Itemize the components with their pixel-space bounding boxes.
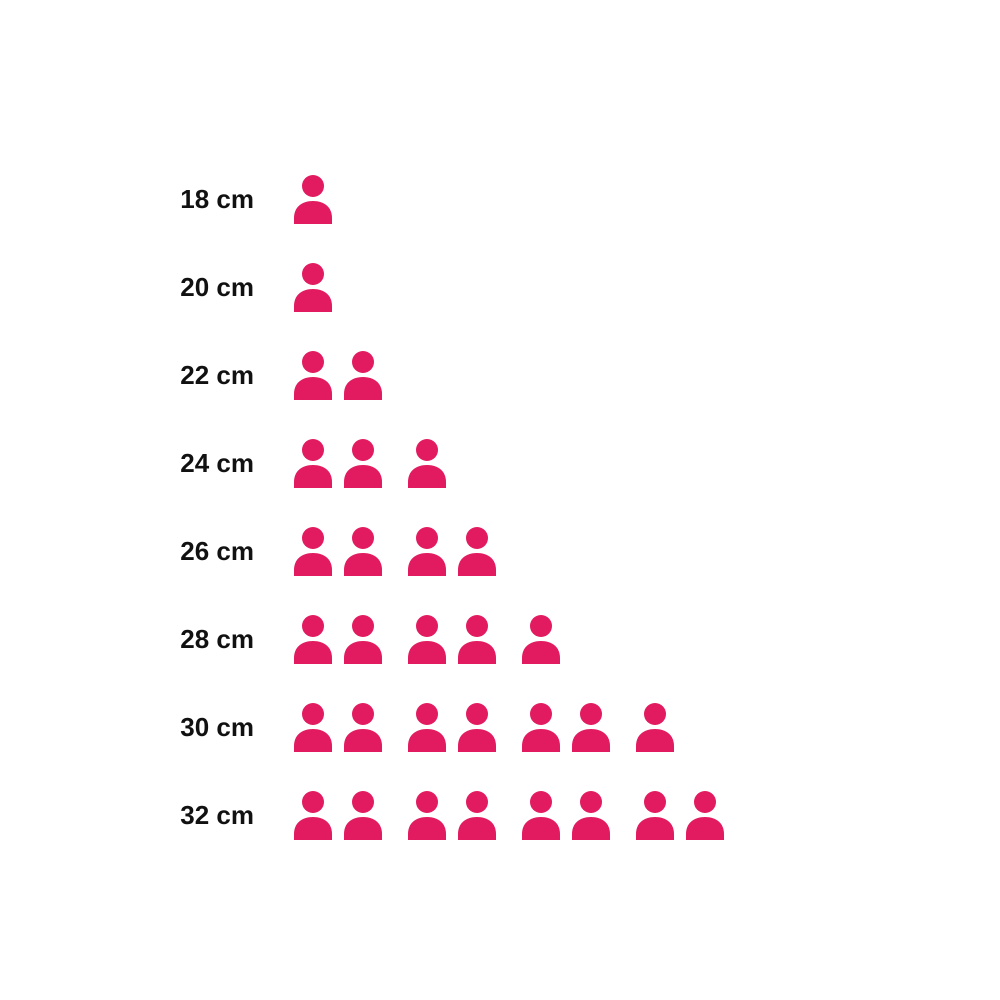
- person-icon: [290, 350, 336, 400]
- person-icon: [340, 438, 386, 488]
- row-label: 18 cm: [0, 184, 290, 215]
- person-icon: [404, 526, 450, 576]
- icon-pair: [290, 438, 386, 488]
- icon-pair: [290, 526, 386, 576]
- person-icon: [404, 614, 450, 664]
- icon-single: [518, 614, 564, 664]
- row-label: 24 cm: [0, 448, 290, 479]
- icon-pair: [632, 790, 728, 840]
- pictograph-row: 22 cm: [0, 331, 1000, 419]
- person-icon: [454, 614, 500, 664]
- person-icon: [340, 350, 386, 400]
- row-label: 20 cm: [0, 272, 290, 303]
- person-icon: [290, 702, 336, 752]
- icon-single: [290, 262, 336, 312]
- row-icons: [290, 438, 468, 488]
- person-icon: [518, 790, 564, 840]
- pictograph-row: 26 cm: [0, 507, 1000, 595]
- icon-pair: [518, 702, 614, 752]
- icon-single: [290, 174, 336, 224]
- person-icon: [404, 702, 450, 752]
- person-icon: [290, 438, 336, 488]
- person-icon: [454, 702, 500, 752]
- icon-single: [404, 438, 450, 488]
- icon-single: [632, 702, 678, 752]
- row-label: 26 cm: [0, 536, 290, 567]
- row-label: 22 cm: [0, 360, 290, 391]
- icon-pair: [290, 702, 386, 752]
- icon-pair: [404, 702, 500, 752]
- person-icon: [340, 526, 386, 576]
- person-icon: [290, 174, 336, 224]
- row-icons: [290, 702, 696, 752]
- row-icons: [290, 614, 582, 664]
- person-icon: [568, 702, 614, 752]
- row-icons: [290, 174, 354, 224]
- person-icon: [340, 614, 386, 664]
- person-icon: [340, 790, 386, 840]
- row-icons: [290, 790, 746, 840]
- icon-pair: [290, 350, 386, 400]
- person-icon: [518, 614, 564, 664]
- icon-pair: [290, 614, 386, 664]
- icon-pair: [290, 790, 386, 840]
- row-icons: [290, 262, 354, 312]
- row-label: 30 cm: [0, 712, 290, 743]
- icon-pair: [404, 614, 500, 664]
- person-icon: [454, 526, 500, 576]
- person-icon: [568, 790, 614, 840]
- person-icon: [290, 790, 336, 840]
- person-icon: [404, 790, 450, 840]
- icon-pair: [404, 790, 500, 840]
- person-icon: [454, 790, 500, 840]
- pictograph-row: 28 cm: [0, 595, 1000, 683]
- person-icon: [632, 702, 678, 752]
- row-icons: [290, 350, 404, 400]
- person-icon: [290, 614, 336, 664]
- person-icon: [290, 526, 336, 576]
- pictograph-row: 24 cm: [0, 419, 1000, 507]
- pictograph-row: 20 cm: [0, 243, 1000, 331]
- person-icon: [340, 702, 386, 752]
- pictograph-row: 18 cm: [0, 155, 1000, 243]
- person-icon: [404, 438, 450, 488]
- pictograph-row: 32 cm: [0, 771, 1000, 859]
- person-icon: [632, 790, 678, 840]
- icon-pair: [404, 526, 500, 576]
- icon-pair: [518, 790, 614, 840]
- person-icon: [518, 702, 564, 752]
- row-label: 28 cm: [0, 624, 290, 655]
- person-icon: [290, 262, 336, 312]
- person-icon: [682, 790, 728, 840]
- row-icons: [290, 526, 518, 576]
- row-label: 32 cm: [0, 800, 290, 831]
- pictograph-chart: 18 cm 20 cm 22 cm 24 cm 26 cm 28 cm: [0, 155, 1000, 859]
- pictograph-row: 30 cm: [0, 683, 1000, 771]
